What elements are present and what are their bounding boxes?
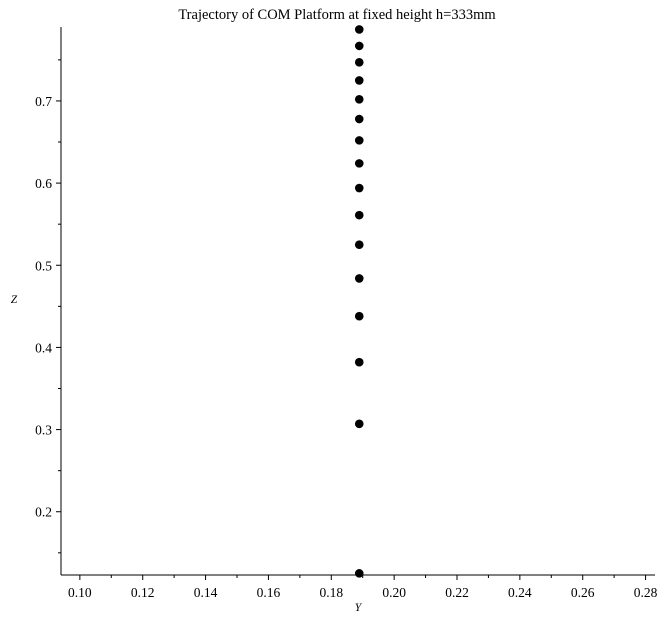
x-tick-label: 0.18: [319, 585, 343, 600]
x-tick-label: 0.12: [131, 585, 155, 600]
y-tick-label: 0.7: [35, 94, 52, 109]
y-axis-title: Z: [11, 294, 18, 306]
y-tick-label: 0.3: [35, 423, 52, 438]
data-point: [354, 159, 364, 168]
data-point: [354, 274, 364, 283]
data-point: [354, 76, 364, 85]
data-point: [354, 357, 364, 367]
x-tick-label: 0.20: [382, 585, 406, 600]
axes: [60, 27, 655, 576]
chart-title: Trajectory of COM Platform at fixed heig…: [178, 7, 496, 23]
x-tick-label: 0.26: [571, 585, 595, 600]
data-point: [354, 210, 364, 220]
y-tick-label: 0.6: [35, 176, 52, 191]
x-tick-label: 0.28: [634, 585, 658, 600]
data-point: [354, 58, 364, 67]
y-tick-label: 0.2: [35, 505, 52, 520]
x-tick-label: 0.14: [194, 585, 218, 600]
data-point: [354, 183, 364, 193]
y-axis-ticks: 0.2 0.3 0.4 0.5 0.6 0.7: [35, 59, 61, 554]
y-tick-label: 0.5: [35, 258, 52, 273]
data-point: [354, 240, 364, 250]
x-tick-label: 0.24: [508, 585, 532, 600]
data-point: [354, 114, 364, 124]
data-point: [354, 41, 364, 51]
x-axis-title: Y: [355, 602, 363, 614]
data-point: [354, 136, 364, 145]
x-tick-label: 0.16: [257, 585, 281, 600]
x-tick-label: 0.10: [68, 585, 92, 600]
data-point: [354, 419, 364, 429]
y-tick-label: 0.4: [35, 340, 52, 355]
x-tick-label: 0.22: [445, 585, 469, 600]
data-point: [354, 569, 364, 578]
data-point: [354, 94, 364, 104]
data-point: [354, 311, 364, 321]
data-point: [354, 25, 364, 34]
data-points: [354, 25, 364, 578]
x-axis-ticks: 0.10 0.12 0.14 0.16 0.18 0.20 0.22 0.24 0.26 0.28: [68, 575, 658, 600]
